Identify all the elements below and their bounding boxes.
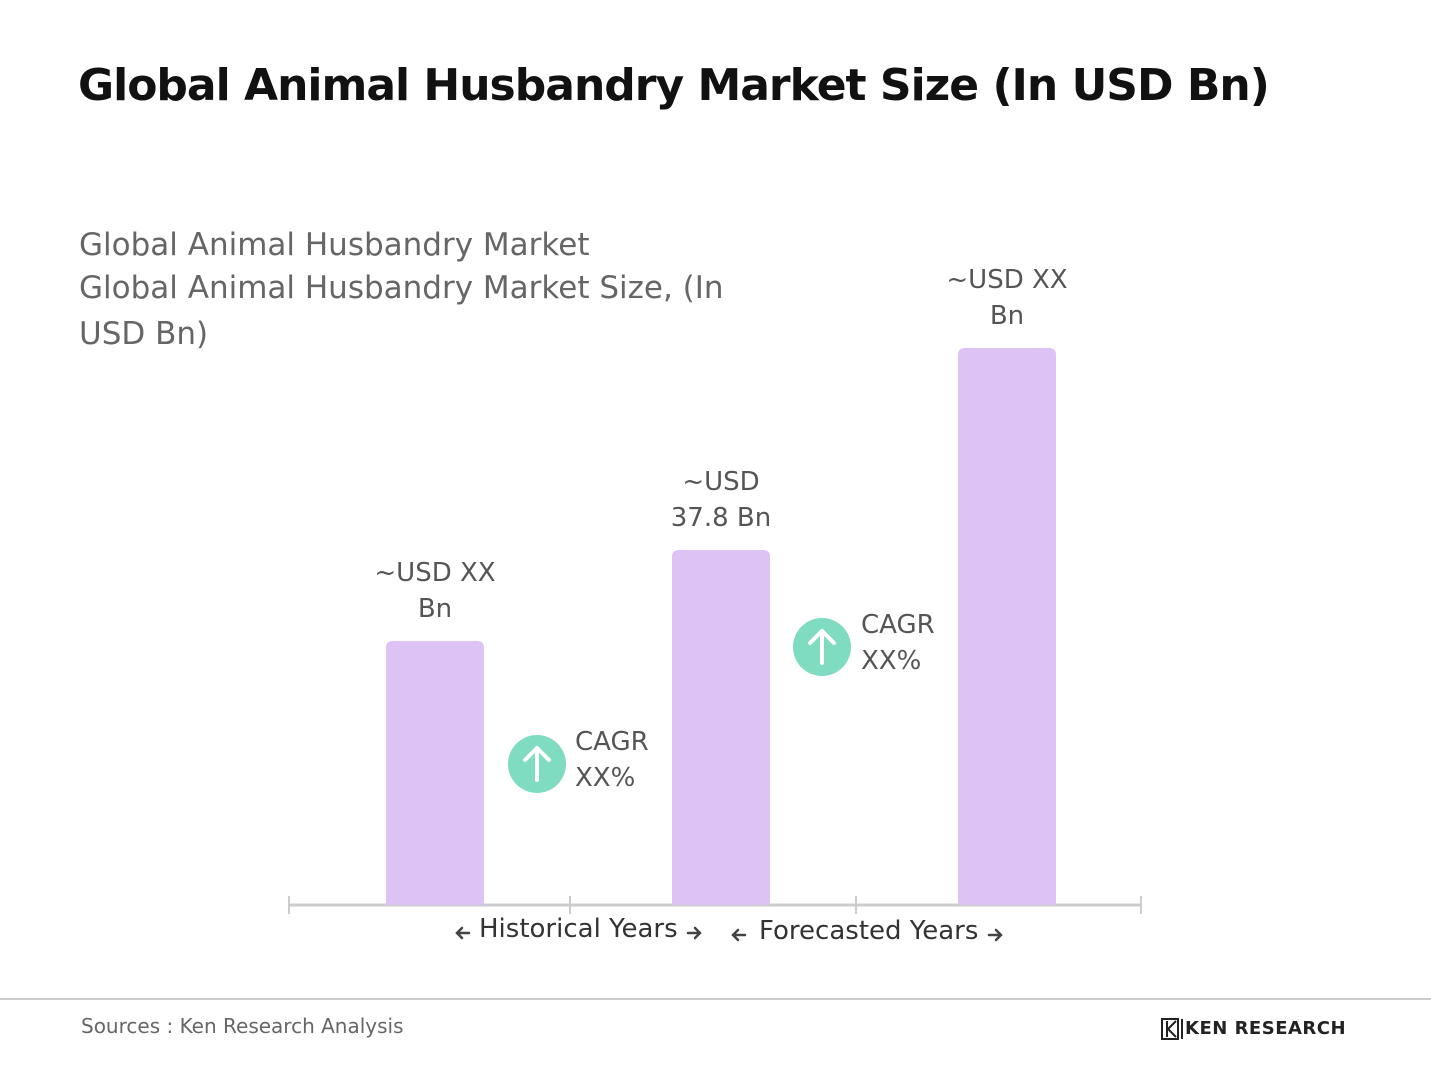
source: Sources : Ken Research Analysis xyxy=(81,1014,404,1038)
subtitle: Global Animal Husbandry Market xyxy=(79,227,590,263)
subtitle: Global Animal Husbandry Market Size, (In… xyxy=(79,270,724,352)
period-arrows xyxy=(455,926,1003,942)
brand: KEN RESEARCH xyxy=(1185,1018,1347,1039)
value-label: ~USD 37.8 Bn xyxy=(670,466,772,533)
annotation: CAGR XX% xyxy=(861,610,935,676)
value-label: ~USD XX Bn xyxy=(946,265,1068,331)
value-label: ~USD XX Bn xyxy=(374,558,496,625)
bar xyxy=(672,549,770,905)
annotation: CAGR XX% xyxy=(575,727,649,793)
bar xyxy=(958,348,1056,905)
bar xyxy=(386,641,484,905)
period-label: Historical Years xyxy=(479,914,678,944)
cagr-arrows xyxy=(523,629,836,782)
period-label: Forecasted Years xyxy=(759,916,979,946)
brand-logo xyxy=(1161,1018,1183,1040)
axis-ticks xyxy=(288,896,1142,914)
chart-title: Global Animal Husbandry Market Size (In … xyxy=(78,60,1270,111)
